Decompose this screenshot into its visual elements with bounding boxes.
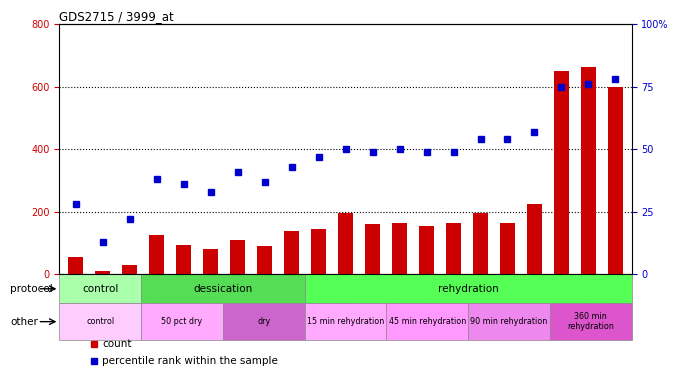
Text: protocol: protocol (10, 284, 53, 294)
Bar (141, 274, 304, 303)
Bar (68, 257, 83, 274)
Text: dessication: dessication (193, 284, 253, 294)
Text: 15 min rehydration: 15 min rehydration (307, 317, 384, 326)
Text: GDS2715 / 3999_at: GDS2715 / 3999_at (59, 10, 174, 23)
Bar (59, 274, 141, 303)
Text: 90 min rehydration: 90 min rehydration (470, 317, 548, 326)
Bar (149, 235, 164, 274)
Bar (419, 226, 434, 274)
Bar (230, 240, 245, 274)
Text: 50 pct dry: 50 pct dry (161, 317, 202, 326)
Text: other: other (10, 316, 38, 327)
Text: control: control (86, 317, 114, 326)
Bar (311, 229, 326, 274)
Bar (554, 71, 569, 274)
Text: percentile rank within the sample: percentile rank within the sample (102, 356, 278, 366)
Bar (581, 66, 596, 274)
Bar (176, 244, 191, 274)
Text: 360 min
rehydration: 360 min rehydration (567, 312, 614, 331)
Text: 45 min rehydration: 45 min rehydration (389, 317, 466, 326)
Bar (223, 303, 304, 340)
Bar (304, 274, 632, 303)
Bar (257, 246, 272, 274)
Bar (304, 303, 387, 340)
Bar (141, 303, 223, 340)
Bar (392, 223, 407, 274)
Bar (608, 87, 623, 274)
Bar (284, 231, 299, 274)
Bar (473, 213, 488, 274)
Bar (550, 303, 632, 340)
Bar (59, 303, 141, 340)
Bar (365, 224, 380, 274)
Bar (468, 303, 550, 340)
Bar (203, 249, 218, 274)
Bar (122, 265, 137, 274)
Bar (95, 271, 110, 274)
Bar (500, 223, 515, 274)
Bar (527, 204, 542, 274)
Bar (446, 223, 461, 274)
Text: dry: dry (257, 317, 270, 326)
Bar (338, 213, 353, 274)
Bar (387, 303, 468, 340)
Text: count: count (102, 339, 132, 349)
Text: control: control (82, 284, 119, 294)
Text: rehydration: rehydration (438, 284, 498, 294)
